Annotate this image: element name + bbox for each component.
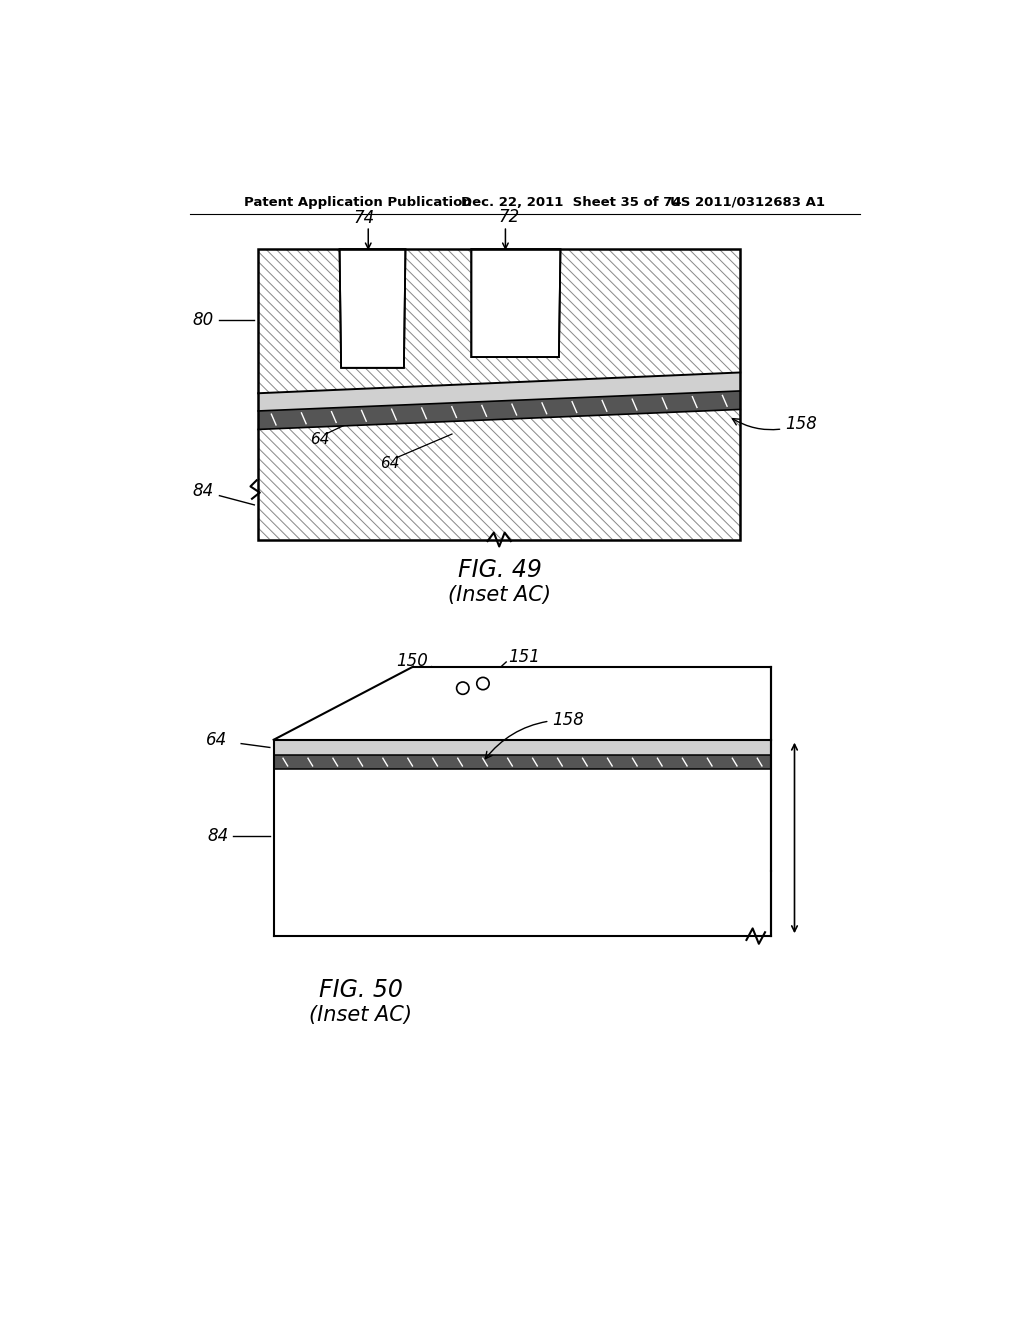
Text: FIG. 49: FIG. 49 [458, 558, 542, 582]
Text: 64: 64 [309, 432, 329, 447]
Polygon shape [273, 755, 771, 770]
Polygon shape [340, 249, 406, 368]
Polygon shape [258, 391, 740, 429]
Polygon shape [258, 409, 740, 540]
Text: 84: 84 [193, 482, 213, 500]
Text: 158: 158 [485, 710, 585, 759]
Text: 151: 151 [508, 648, 540, 667]
Text: Patent Application Publication: Patent Application Publication [245, 195, 472, 209]
Text: 80: 80 [193, 312, 213, 329]
Text: 158: 158 [732, 414, 817, 433]
Polygon shape [471, 249, 560, 358]
Text: 64: 64 [206, 731, 227, 748]
Text: 64: 64 [380, 455, 399, 471]
Text: (Inset AC): (Inset AC) [309, 1006, 412, 1026]
Polygon shape [273, 770, 771, 936]
Polygon shape [258, 249, 740, 393]
Circle shape [477, 677, 489, 689]
Bar [258, 249, 740, 540]
Text: 150: 150 [396, 652, 428, 671]
Polygon shape [273, 739, 771, 755]
Polygon shape [273, 667, 771, 739]
Text: FIG. 50: FIG. 50 [318, 978, 402, 1002]
Text: (Inset AC): (Inset AC) [449, 585, 552, 605]
Text: Dec. 22, 2011  Sheet 35 of 74: Dec. 22, 2011 Sheet 35 of 74 [461, 195, 682, 209]
Text: 84: 84 [208, 828, 228, 845]
Bar [258, 249, 740, 540]
Polygon shape [258, 372, 740, 411]
Polygon shape [273, 739, 771, 936]
Circle shape [457, 682, 469, 694]
Text: 72: 72 [499, 209, 520, 226]
Text: 74: 74 [353, 210, 375, 227]
Text: US 2011/0312683 A1: US 2011/0312683 A1 [671, 195, 825, 209]
